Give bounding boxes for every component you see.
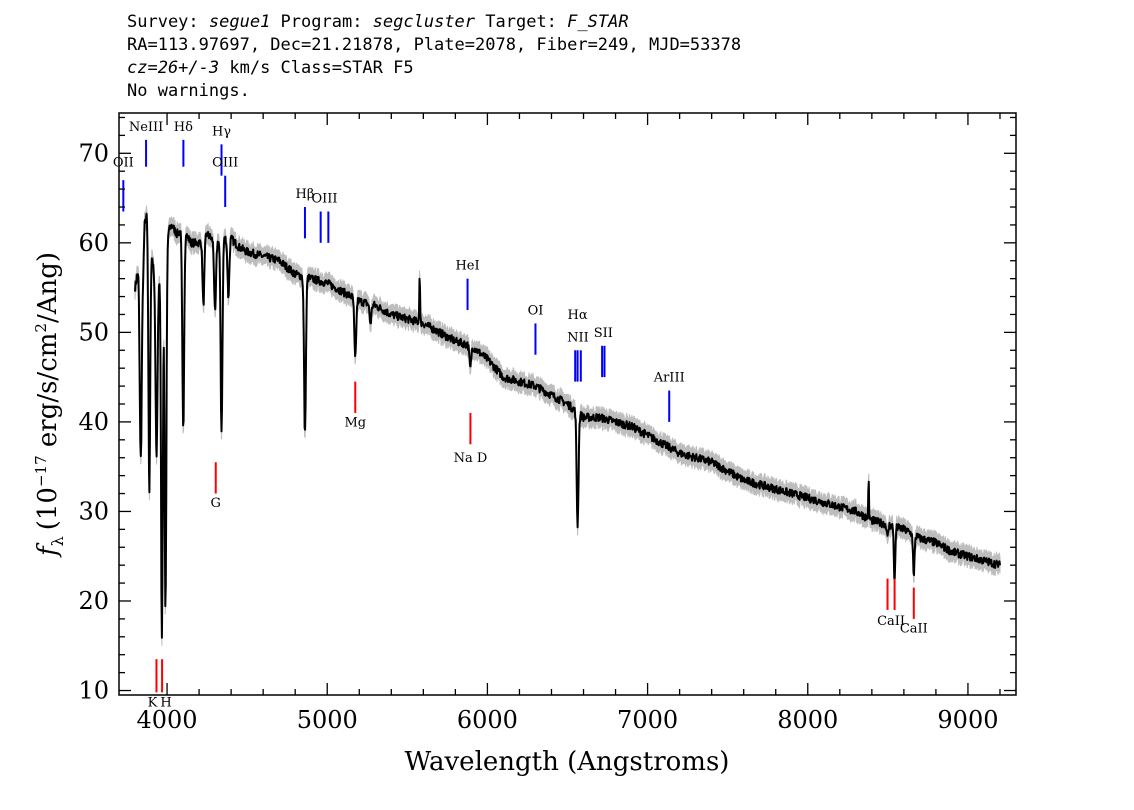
target-label: Target:	[475, 12, 568, 32]
program-label: Program:	[270, 12, 373, 32]
x-tick-label: 5000	[297, 706, 358, 734]
absorption-line-label: CaII	[877, 614, 905, 629]
y-label-unit: erg/s/cm	[33, 333, 63, 456]
y-label-exp1: −17	[32, 455, 50, 487]
absorption-line-label: G	[211, 496, 221, 511]
emission-line-label: HeI	[455, 259, 479, 274]
error-band	[134, 205, 1001, 646]
y-tick-label: 40	[78, 408, 109, 436]
emission-line-label: OII	[113, 156, 134, 171]
x-tick-label: 6000	[457, 706, 518, 734]
error-band-area	[134, 205, 1001, 646]
emission-line-label: SII	[594, 326, 613, 341]
y-label-exp2: 2	[32, 323, 50, 333]
target-value: F_STAR	[567, 12, 629, 32]
spectrum-header: Survey: segue1 Program: segcluster Targe…	[127, 11, 741, 103]
emission-line-label: Hγ	[212, 124, 231, 139]
survey-value: segue1	[208, 12, 271, 32]
redshift-value: cz=26+/-3	[127, 58, 220, 78]
y-axis-label: fλ(10−17 erg/s/cm2/Ang)	[32, 252, 67, 558]
emission-line-label: OIII	[212, 156, 238, 171]
y-label-close: /Ang)	[33, 252, 63, 323]
absorption-line-label: K	[148, 696, 158, 711]
y-label-sub: λ	[48, 536, 67, 546]
axis-ticks: 4000 5000 6000 7000 8000 9000 10 20 30 40 50 60 70	[78, 113, 1016, 734]
y-tick-label: 50	[78, 318, 109, 346]
header-line-warnings: No warnings.	[127, 81, 250, 101]
absorption-line-label: CaII	[900, 621, 928, 636]
emission-line-label: OI	[528, 303, 544, 318]
y-tick-label: 30	[78, 497, 109, 525]
header-line-coords: RA=113.97697, Dec=21.21878, Plate=2078, …	[127, 35, 742, 55]
emission-line-label: OIII	[311, 192, 337, 207]
x-axis-label: Wavelength (Angstroms)	[405, 747, 730, 777]
survey-label: Survey:	[127, 12, 209, 32]
x-tick-label: 9000	[937, 706, 998, 734]
y-tick-label: 60	[78, 229, 109, 257]
absorption-line-label: H	[160, 696, 171, 711]
y-tick-label: 20	[78, 587, 109, 615]
x-tick-label: 4000	[137, 706, 198, 734]
program-value: segcluster	[372, 12, 476, 32]
x-tick-label: 8000	[777, 706, 838, 734]
emission-line-label: ArIII	[653, 371, 685, 386]
emission-line-label: Hδ	[174, 120, 193, 135]
header-line-redshift: cz=26+/-3 km/s Class=STAR F5	[127, 57, 741, 80]
flux-line	[134, 212, 1001, 639]
emission-line-label: Hα	[568, 308, 588, 323]
x-tick-label: 7000	[617, 706, 678, 734]
y-tick-label: 70	[78, 139, 109, 167]
emission-line-label: Hβ	[296, 187, 315, 202]
absorption-line-label: Na D	[454, 451, 488, 466]
emission-line-label: NII	[567, 330, 589, 345]
absorption-line-label: Mg	[344, 415, 366, 430]
y-label-open: (10	[33, 487, 63, 530]
y-tick-label: 10	[78, 677, 109, 705]
emission-line-label: NeIII	[129, 120, 163, 135]
header-line-survey: Survey: segue1 Program: segcluster Targe…	[127, 11, 741, 34]
flux-series	[134, 212, 1001, 639]
class-text: km/s Class=STAR F5	[219, 58, 414, 78]
